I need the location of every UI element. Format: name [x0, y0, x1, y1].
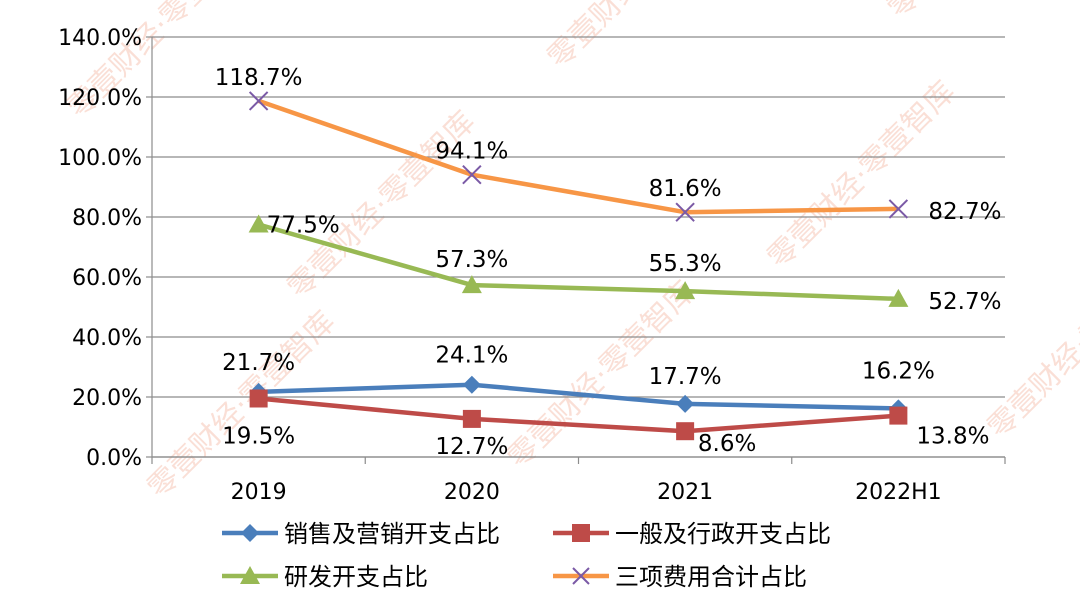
triangle-marker [248, 214, 269, 233]
data-label: 57.3% [435, 247, 508, 273]
series-4 [248, 91, 909, 222]
data-label: 16.2% [862, 358, 935, 384]
series-2 [249, 389, 908, 441]
watermark-text: 零壹财经·零壹智库 [541, 0, 742, 76]
series-line [258, 222, 899, 302]
y-tick-label: 120.0% [58, 86, 142, 111]
data-labels: 21.7% 24.1% 17.7% 16.2% 19.5% 12.7% 8.6% 13.8% 7… [215, 65, 1002, 460]
data-label: 12.7% [435, 434, 508, 460]
data-label: 77.5% [267, 213, 340, 239]
x-tick-label: 2021 [657, 480, 713, 505]
legend-label: 一般及行政开支占比 [615, 520, 831, 548]
series-group [248, 91, 909, 441]
axes: 0.0% 20.0% 40.0% 60.0% 80.0% 100.0% 120.0% 140.… [58, 26, 1006, 505]
legend-cross-marker [572, 567, 590, 585]
cross-marker [675, 202, 695, 222]
x-tick-label: 2019 [231, 480, 287, 505]
watermark-text: 零壹财经·零壹智库 [881, 0, 1080, 26]
series-line [257, 98, 899, 215]
watermark-text: 零壹财经·零壹智库 [981, 244, 1080, 445]
y-tick-label: 20.0% [72, 386, 142, 411]
data-label: 81.6% [649, 176, 722, 202]
triangle-marker [461, 275, 482, 294]
data-label: 24.1% [435, 343, 508, 369]
x-tick-label: 2020 [444, 480, 500, 505]
legend-triangle-marker [240, 566, 260, 584]
data-label: 55.3% [649, 251, 722, 277]
diamond-marker [462, 375, 481, 394]
watermark-text: 零壹财经·零壹智库 [761, 74, 962, 275]
cross-marker [248, 91, 269, 111]
triangle-marker [888, 288, 909, 307]
legend-item: 三项费用合计占比 [553, 563, 807, 591]
series-line [258, 382, 899, 411]
data-label: 94.1% [435, 139, 508, 165]
square-marker [889, 406, 908, 425]
data-label: 82.7% [928, 199, 1001, 225]
y-tick-label: 140.0% [58, 26, 142, 51]
legend-label: 三项费用合计占比 [615, 563, 807, 591]
y-tick-label: 0.0% [86, 446, 142, 471]
series-line [258, 396, 899, 434]
watermark-text: 零壹财经·零壹智库 [281, 104, 482, 305]
legend-label: 销售及营销开支占比 [284, 520, 500, 548]
data-label: 118.7% [215, 65, 303, 91]
y-tick-label: 100.0% [58, 146, 142, 171]
legend-item: 销售及营销开支占比 [222, 520, 500, 548]
data-label: 21.7% [222, 350, 295, 376]
x-tick-label: 2022H1 [855, 480, 942, 505]
data-label: 13.8% [916, 424, 989, 450]
data-label: 17.7% [649, 364, 722, 390]
cross-marker [462, 164, 482, 185]
legend-diamond-marker [241, 524, 259, 542]
square-marker [676, 422, 695, 441]
cross-marker [888, 199, 909, 219]
y-tick-label: 80.0% [72, 206, 142, 231]
square-marker [249, 389, 268, 408]
square-marker [462, 409, 481, 428]
triangle-marker [675, 281, 696, 300]
diamond-marker [676, 394, 695, 413]
legend-item: 一般及行政开支占比 [553, 520, 831, 548]
data-label: 8.6% [698, 431, 756, 457]
legend-item: 研发开支占比 [222, 563, 428, 591]
y-tick-label: 60.0% [72, 266, 142, 291]
legend-label: 研发开支占比 [284, 563, 428, 591]
legend-square-marker [572, 524, 590, 542]
data-label: 52.7% [928, 289, 1001, 315]
data-label: 19.5% [222, 424, 295, 450]
series-3 [248, 214, 909, 307]
y-tick-label: 40.0% [72, 326, 142, 351]
